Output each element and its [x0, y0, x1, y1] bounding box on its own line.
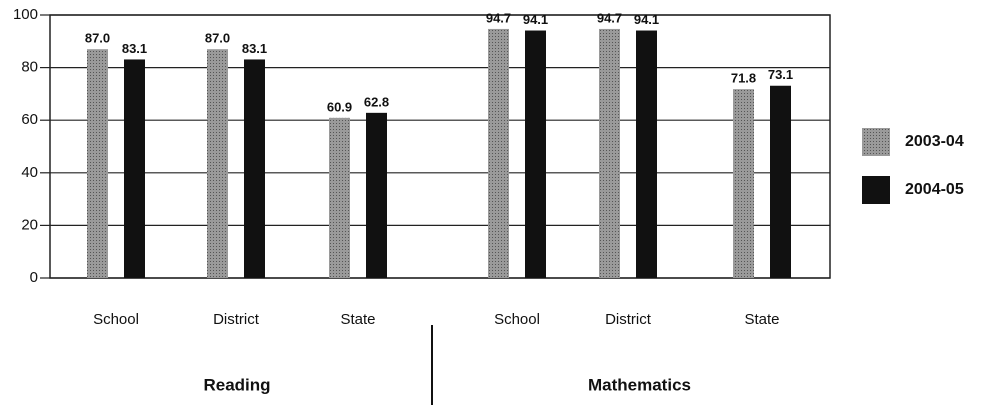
bar	[366, 112, 387, 278]
bar	[636, 30, 657, 279]
bar	[244, 59, 265, 279]
x-tick-label: School	[93, 311, 139, 328]
value-label: 87.0	[205, 31, 230, 46]
legend-swatch	[862, 176, 890, 204]
value-label: 71.8	[731, 71, 756, 86]
x-tick-label: State	[744, 311, 779, 328]
bar	[124, 59, 145, 279]
x-tick-label: School	[494, 311, 540, 328]
value-label: 94.7	[486, 10, 511, 25]
value-label: 83.1	[122, 41, 147, 56]
group-label: Mathematics	[588, 375, 691, 394]
y-tick-label: 80	[21, 59, 38, 76]
legend-label: 2003-04	[905, 133, 964, 150]
bar	[733, 89, 754, 278]
plot-frame	[49, 14, 831, 279]
legend-label: 2004-05	[905, 181, 964, 198]
value-label: 94.1	[634, 12, 659, 27]
x-tick-label: District	[605, 311, 652, 328]
bar	[770, 85, 791, 278]
value-label: 87.0	[85, 31, 110, 46]
value-label: 62.8	[364, 94, 389, 109]
x-tick-label: State	[340, 311, 375, 328]
y-tick-label: 20	[21, 216, 38, 233]
legend-swatch	[862, 128, 890, 156]
bar	[207, 49, 228, 278]
value-label: 94.7	[597, 10, 622, 25]
bar	[87, 49, 108, 278]
bar	[329, 117, 350, 278]
value-label: 60.9	[327, 99, 352, 114]
bar	[488, 28, 509, 279]
y-tick-label: 60	[21, 111, 38, 128]
group-label: Reading	[203, 375, 270, 394]
value-label: 83.1	[242, 41, 267, 56]
bar	[525, 30, 546, 279]
value-label: 94.1	[523, 12, 548, 27]
x-tick-label: District	[213, 311, 260, 328]
y-tick-label: 0	[30, 269, 38, 286]
bar	[599, 28, 620, 279]
y-tick-label: 40	[21, 164, 38, 181]
y-tick-label: 100	[13, 6, 38, 23]
value-label: 73.1	[768, 67, 793, 82]
